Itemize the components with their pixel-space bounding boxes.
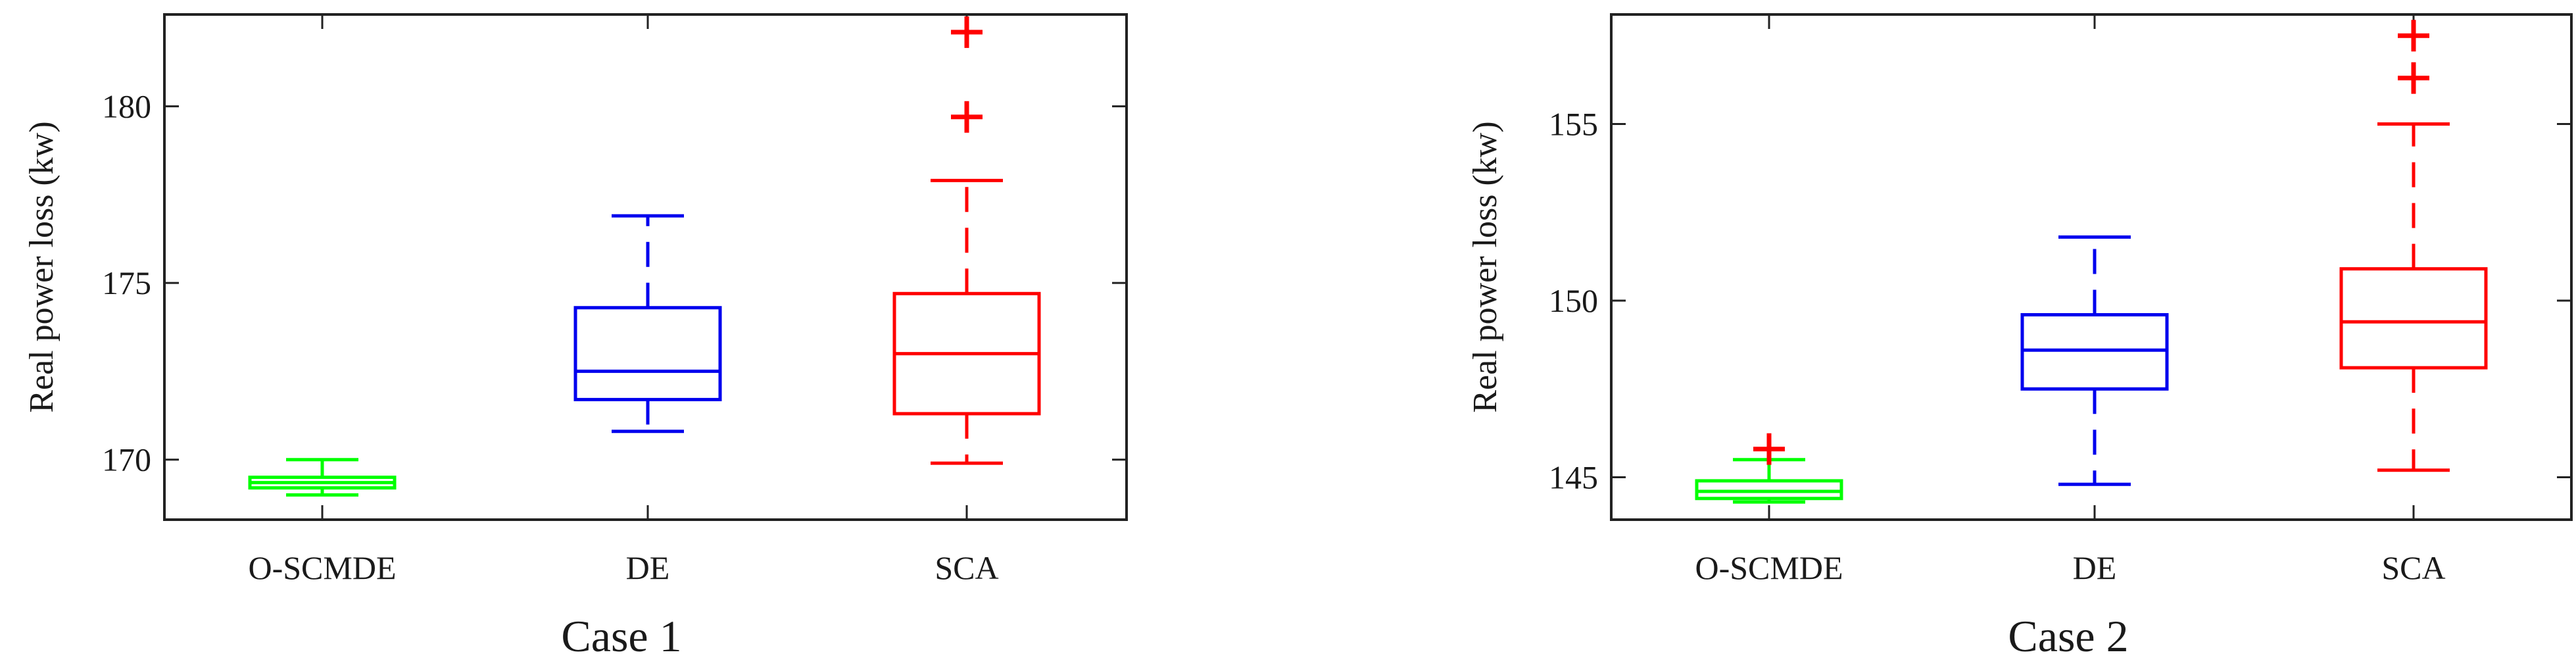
outlier-marker bbox=[2398, 20, 2429, 52]
axes-frame bbox=[163, 13, 1128, 521]
x-tick-label: SCA bbox=[2381, 549, 2445, 586]
box-o-scmde bbox=[248, 458, 397, 497]
panel-caption: Case 2 bbox=[2008, 611, 2128, 661]
box-de bbox=[2020, 235, 2169, 486]
iqr-box bbox=[1695, 479, 1843, 501]
outlier-marker bbox=[951, 16, 983, 48]
x-tick-label: DE bbox=[2073, 549, 2117, 586]
y-tick-label: 170 bbox=[102, 441, 151, 478]
x-tick-label: DE bbox=[626, 549, 670, 586]
iqr-box bbox=[2339, 267, 2488, 370]
y-tick-label: 145 bbox=[1549, 459, 1598, 496]
y-axis-label: Real power loss (kw) bbox=[23, 121, 61, 412]
iqr-box bbox=[2020, 313, 2169, 391]
y-axis-label: Real power loss (kw) bbox=[1467, 121, 1504, 412]
box-de bbox=[573, 214, 722, 434]
box-sca bbox=[2339, 20, 2488, 472]
y-tick-label: 155 bbox=[1549, 105, 1598, 142]
outlier-marker bbox=[2398, 62, 2429, 94]
box-sca bbox=[892, 16, 1041, 465]
box-o-scmde bbox=[1695, 433, 1843, 504]
x-tick-label: SCA bbox=[935, 549, 998, 586]
y-tick-label: 150 bbox=[1549, 282, 1598, 319]
iqr-box bbox=[573, 306, 722, 401]
chart-panel-1: 170 175 180 O-SCMDE DE SCA Real power loss (kw… bbox=[23, 13, 1128, 661]
x-tick-label: O-SCMDE bbox=[1695, 549, 1843, 586]
outlier-marker bbox=[951, 101, 983, 133]
chart-panel-2: 145 150 155 O-SCMDE DE SCA Real power loss (kw… bbox=[1467, 13, 2573, 661]
axes-frame bbox=[1610, 13, 2573, 521]
outlier-marker bbox=[1753, 433, 1785, 465]
y-tick-label: 180 bbox=[102, 88, 151, 125]
x-tick-label: O-SCMDE bbox=[248, 549, 396, 586]
y-tick-label: 175 bbox=[102, 264, 151, 301]
panel-caption: Case 1 bbox=[561, 611, 681, 661]
